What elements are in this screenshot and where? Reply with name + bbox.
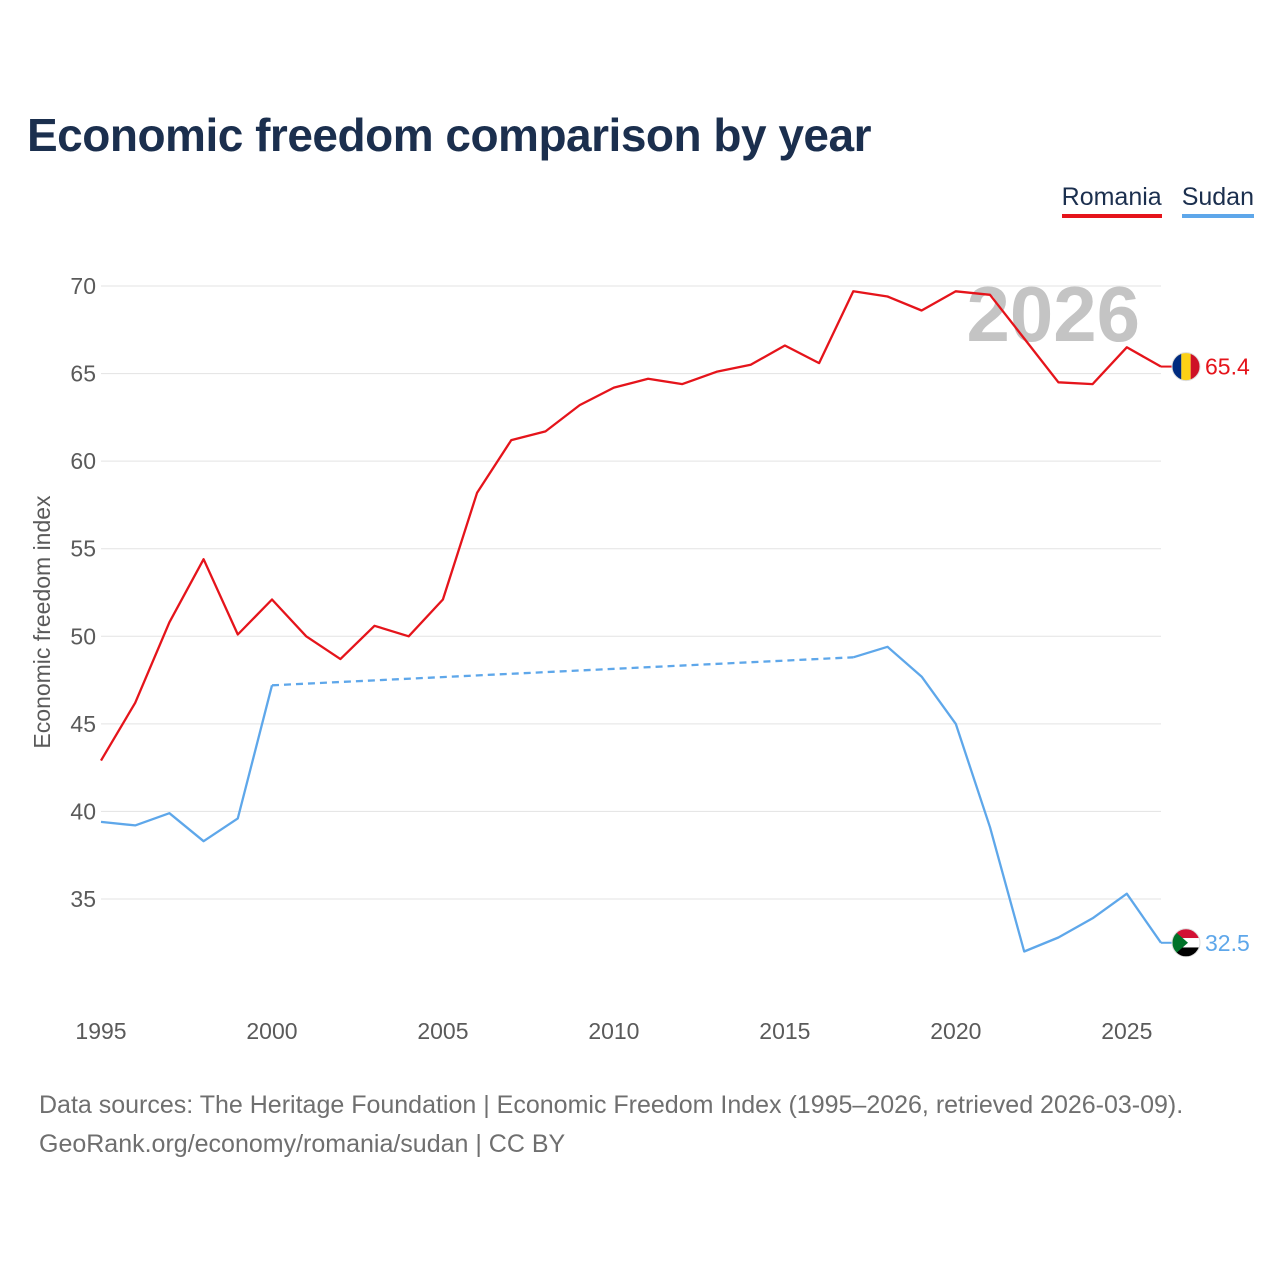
grid-lines bbox=[101, 285, 1161, 900]
series-line-sudan bbox=[100, 685, 274, 843]
y-tick-label: 55 bbox=[70, 536, 96, 562]
end-value-label-sudan: 32.5 bbox=[1205, 930, 1250, 956]
y-tick-label: 35 bbox=[70, 886, 96, 912]
x-tick-label: 2020 bbox=[930, 1018, 981, 1044]
series-lines bbox=[100, 290, 1162, 953]
romania-flag-icon bbox=[1171, 352, 1201, 382]
footer-credit[interactable]: GeoRank.org/economy/romania/sudan | CC B… bbox=[39, 1130, 566, 1158]
x-tick-label: 2005 bbox=[417, 1018, 468, 1044]
y-axis-label: Economic freedom index bbox=[29, 495, 55, 749]
x-tick-label: 2015 bbox=[759, 1018, 810, 1044]
sudan-flag-icon bbox=[1171, 928, 1201, 958]
x-tick-label: 2025 bbox=[1101, 1018, 1152, 1044]
x-tick-label: 1995 bbox=[75, 1018, 126, 1044]
end-value-label-romania: 65.4 bbox=[1205, 354, 1250, 380]
series-line-sudan bbox=[852, 645, 1162, 953]
chart-title: Economic freedom comparison by year bbox=[27, 109, 872, 161]
y-tick-label: 45 bbox=[70, 711, 96, 737]
x-axis-ticks: 1995 2000 2005 2010 2015 2020 2025 bbox=[75, 1018, 1152, 1044]
footer: Data sources: The Heritage Foundation | … bbox=[39, 1086, 1183, 1164]
x-tick-label: 2010 bbox=[588, 1018, 639, 1044]
footer-sources: Data sources: The Heritage Foundation | … bbox=[39, 1091, 1184, 1119]
legend-item-romania[interactable]: Romania bbox=[1061, 183, 1162, 218]
y-tick-label: 50 bbox=[70, 623, 96, 649]
x-tick-label: 2000 bbox=[246, 1018, 297, 1044]
legend-item-sudan[interactable]: Sudan bbox=[1181, 183, 1254, 218]
y-tick-label: 65 bbox=[70, 361, 96, 387]
series-line-romania bbox=[100, 290, 1162, 762]
series-gap-line-sudan bbox=[271, 656, 854, 687]
year-badge: 2026 bbox=[966, 270, 1140, 358]
y-tick-label: 60 bbox=[70, 448, 96, 474]
y-tick-label: 40 bbox=[70, 798, 96, 824]
y-tick-label: 70 bbox=[70, 273, 96, 299]
series-end-markers: 65.4 32.5 bbox=[1161, 352, 1250, 958]
y-axis-ticks: 35 40 45 50 55 60 65 70 bbox=[70, 273, 96, 912]
legend: Romania Sudan bbox=[1061, 183, 1254, 218]
